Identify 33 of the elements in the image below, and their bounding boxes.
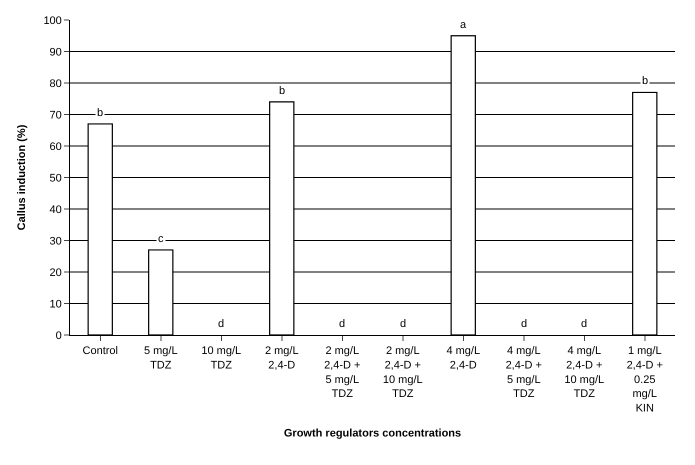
- x-tick-label: 2 mg/L 2,4-D + 10 mg/L TDZ: [382, 345, 423, 400]
- x-tick-label: Control: [82, 345, 118, 358]
- data-label: a: [460, 19, 467, 31]
- y-tick-label: 70: [50, 109, 62, 122]
- y-tick-label: 40: [50, 204, 62, 216]
- data-label: c: [158, 233, 164, 245]
- data-label: b: [97, 107, 104, 119]
- y-tick-label: 0: [56, 330, 62, 342]
- y-tick-label: 90: [50, 46, 62, 58]
- data-label: d: [400, 318, 406, 330]
- x-axis-title: Growth regulators concentrations: [284, 428, 462, 440]
- y-axis-title: Callus induction (%): [16, 124, 28, 230]
- y-tick-label: 20: [50, 266, 62, 279]
- x-tick-label: 5 mg/L TDZ: [144, 345, 178, 372]
- y-tick-label: 60: [50, 140, 62, 153]
- y-tick-label: 80: [50, 78, 62, 90]
- data-label: b: [279, 85, 286, 97]
- x-tick-label: 4 mg/L 2,4-D + 5 mg/L TDZ: [506, 345, 542, 400]
- x-tick-label: 10 mg/L TDZ: [201, 345, 242, 372]
- y-tick-label: 10: [50, 298, 62, 310]
- x-tick-label: 2 mg/L 2,4-D: [264, 345, 299, 372]
- data-label: d: [581, 318, 588, 330]
- x-tick-label: 2 mg/L 2,4-D + 5 mg/L TDZ: [324, 345, 360, 400]
- data-label: d: [218, 318, 224, 330]
- x-tick-label: 4 mg/L 2,4-D + 10 mg/L TDZ: [564, 345, 604, 400]
- x-tick-label: 1 mg/L 2,4-D + 0.25 mg/L KIN: [626, 345, 663, 414]
- x-tick-label: 4 mg/L 2,4-D: [446, 345, 480, 372]
- data-label: d: [521, 318, 528, 330]
- y-tick-label: 30: [50, 235, 62, 248]
- y-tick-label: 50: [50, 172, 62, 184]
- y-tick-label: 100: [43, 14, 62, 27]
- data-label: d: [339, 318, 346, 330]
- data-label: b: [642, 75, 648, 87]
